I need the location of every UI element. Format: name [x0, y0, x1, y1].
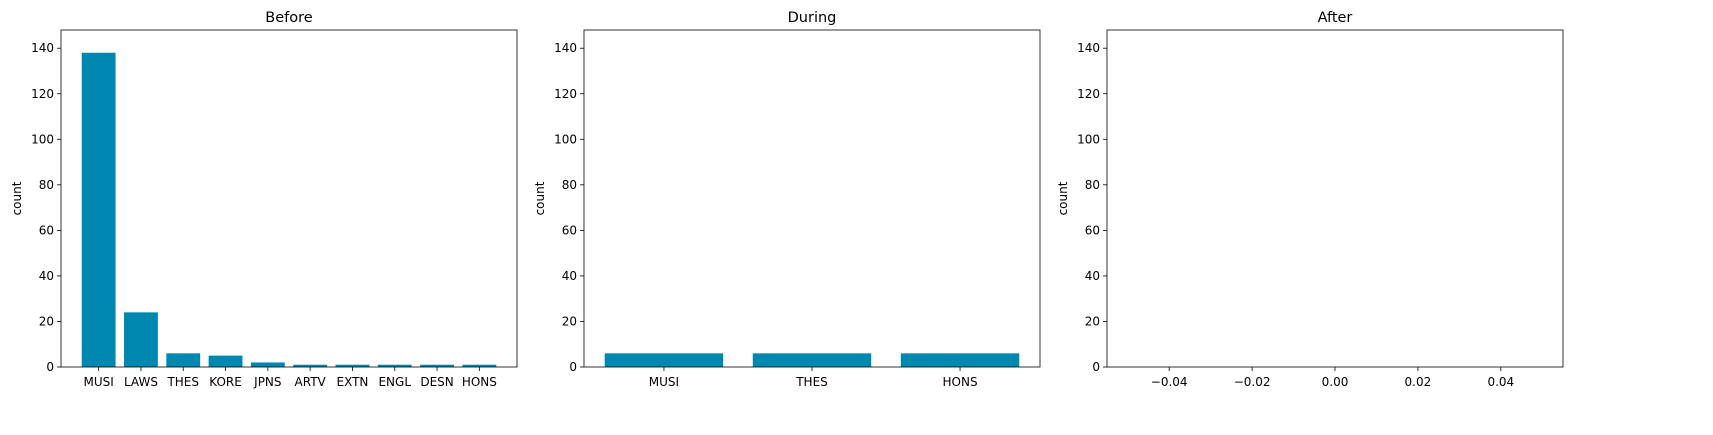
chart-title: Before [265, 10, 312, 26]
y-tick-label: 100 [31, 132, 54, 146]
y-tick-label: 120 [1077, 87, 1100, 101]
bar-jpns [250, 362, 285, 367]
y-tick-label: 140 [1077, 41, 1100, 55]
bar-hons [900, 353, 1020, 367]
x-tick-label: LAWS [124, 375, 158, 389]
y-tick-label: 100 [554, 132, 577, 146]
y-tick-label: 80 [39, 178, 54, 192]
y-tick-label: 80 [562, 178, 577, 192]
y-tick-label: 20 [39, 314, 54, 328]
y-tick-label: 80 [1085, 178, 1100, 192]
bar-kore [208, 355, 243, 367]
x-tick-label: −0.04 [1151, 375, 1188, 389]
x-tick-label: DESN [420, 375, 453, 389]
y-tick-label: 40 [39, 269, 54, 283]
bar-engl [377, 364, 412, 367]
x-tick-label: 0.00 [1322, 375, 1349, 389]
x-tick-label: ENGL [378, 375, 411, 389]
y-axis-label: count [10, 181, 24, 215]
x-tick-label: HONS [943, 375, 978, 389]
x-tick-label: ARTV [295, 375, 327, 389]
y-tick-label: 0 [1092, 360, 1100, 374]
axes-frame [583, 29, 1041, 368]
chart-title: During [788, 10, 837, 26]
x-tick-label: KORE [209, 375, 242, 389]
bar-thes [166, 353, 201, 367]
x-tick-label: THES [166, 375, 199, 389]
x-tick-label: EXTN [336, 375, 368, 389]
chart-panel-1: MUSI THES HONS 0 20 40 60 80 100 120 140 During coun… [533, 10, 1041, 389]
y-tick-label: 60 [562, 223, 577, 237]
y-tick-label: 120 [554, 87, 577, 101]
axes-frame [1106, 29, 1564, 368]
x-tick-label: MUSI [83, 375, 113, 389]
y-tick-label: 140 [554, 41, 577, 55]
x-tick-label: JPNS [253, 375, 281, 389]
bar-laws [124, 312, 158, 367]
y-tick-label: 60 [39, 223, 54, 237]
y-axis-label: count [533, 181, 547, 215]
bar-thes [752, 353, 872, 367]
y-tick-label: 40 [1085, 269, 1100, 283]
y-tick-label: 60 [1085, 223, 1100, 237]
bar-hons [462, 364, 497, 367]
chart-title: After [1318, 10, 1353, 26]
axes-frame [60, 29, 518, 368]
x-tick-label: HONS [462, 375, 497, 389]
chart-panel-2: −0.04 −0.02 0.00 0.02 0.04 0 20 40 60 80 100 120 140… [1056, 10, 1564, 389]
y-axis-label: count [1056, 181, 1070, 215]
bar-musi [81, 52, 116, 368]
bar-desn [420, 364, 454, 367]
y-tick-label: 20 [562, 314, 577, 328]
chart-panel-0: MUSI LAWS THES KORE JPNS ARTV EXTN ENGL DESN HONS… [10, 10, 518, 389]
x-tick-label: MUSI [649, 375, 679, 389]
x-tick-label: −0.02 [1234, 375, 1271, 389]
y-tick-label: 140 [31, 41, 54, 55]
y-tick-label: 40 [562, 269, 577, 283]
x-tick-label: THES [795, 375, 828, 389]
y-tick-label: 20 [1085, 314, 1100, 328]
x-tick-label: 0.02 [1405, 375, 1432, 389]
y-tick-label: 100 [1077, 132, 1100, 146]
y-tick-label: 0 [46, 360, 54, 374]
x-tick-label: 0.04 [1487, 375, 1514, 389]
bar-musi [604, 353, 724, 367]
bar-extn [335, 364, 370, 367]
y-tick-label: 120 [31, 87, 54, 101]
y-tick-label: 0 [569, 360, 577, 374]
bar-artv [293, 364, 328, 367]
